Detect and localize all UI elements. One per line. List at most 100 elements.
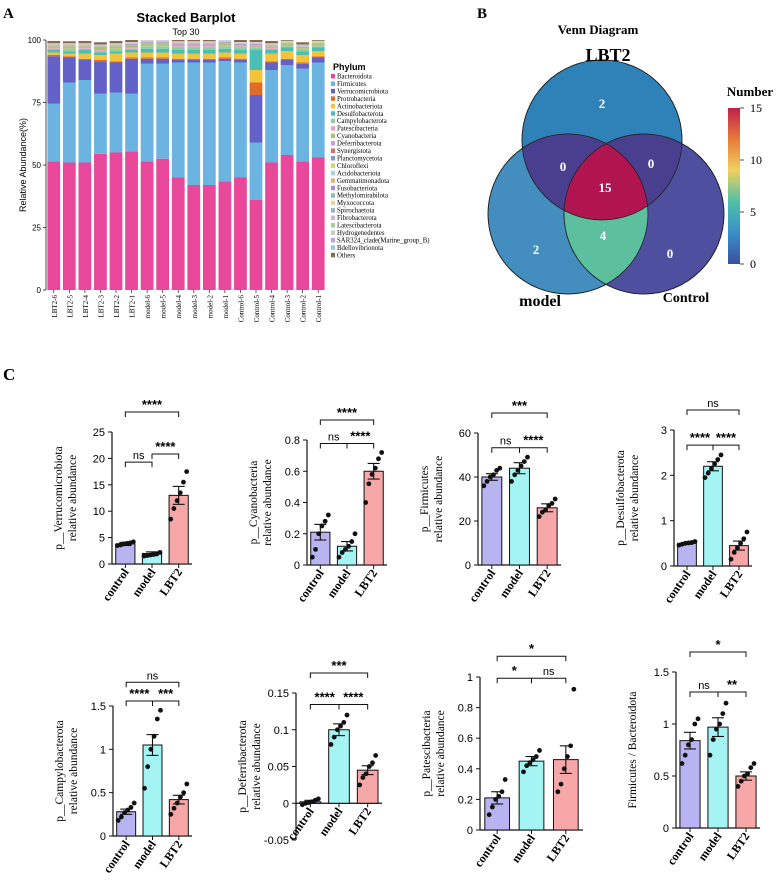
stacked-bar-segment: [78, 53, 92, 59]
x-tick-label: model: [509, 831, 539, 865]
stacked-bar-segment: [296, 50, 310, 52]
legend-label: Acidobacteriota: [337, 170, 380, 177]
panel-label-b: B: [477, 6, 487, 22]
stacked-bar-segment: [156, 58, 170, 64]
y-axis-label: relative abundance: [433, 456, 445, 543]
x-tick-label: LBT2: [544, 832, 573, 865]
bar: [142, 744, 163, 837]
data-point: [741, 536, 747, 542]
significance-bracket: [689, 691, 719, 697]
bar: [168, 494, 189, 565]
stacked-bar-segment: [47, 46, 61, 48]
stacked-bar-segment: [140, 45, 154, 47]
stacked-bar-segment: [156, 42, 170, 44]
stacked-bar-segment: [202, 60, 216, 63]
data-point: [717, 721, 722, 727]
stacked-x-tick-label: Control-4: [269, 295, 277, 323]
significance-label: ****: [142, 397, 163, 412]
stacked-bar-segment: [125, 93, 138, 152]
stacked-bar-segment: [311, 45, 325, 47]
significance-label: ****: [129, 686, 150, 701]
x-tick-label: model: [690, 567, 720, 601]
stacked-bar-segment: [156, 63, 170, 159]
stacked-bar-segment: [47, 55, 61, 57]
stacked-y-tick-label: 25: [32, 224, 41, 233]
stacked-bar-segment: [187, 62, 201, 185]
stacked-bar-segment: [140, 43, 154, 45]
data-point: [486, 812, 492, 818]
stacked-bar-segment: [78, 58, 92, 60]
stacked-bar-segment: [109, 50, 123, 52]
stacked-bar-segment: [265, 53, 278, 62]
stacked-bar-segment: [171, 50, 185, 54]
legend-label: Synergistota: [337, 148, 371, 155]
legend-label: Deferribacterota: [337, 141, 382, 148]
data-point: [372, 465, 378, 471]
legend-swatch: [331, 163, 335, 168]
stacked-bar-segment: [171, 45, 185, 47]
y-axis-label: p__Cyanobacteria: [248, 461, 260, 545]
data-point: [489, 804, 495, 810]
data-point: [379, 450, 385, 455]
legend-label: Hydrogenedentes: [337, 230, 385, 237]
legend-label: Planctomycetota: [337, 155, 382, 162]
data-point: [315, 796, 321, 802]
y-tick-label: -0.05: [264, 835, 289, 847]
stacked-bar-segment: [156, 48, 170, 53]
y-tick-label: 60: [459, 428, 471, 440]
significance-bracket: [338, 703, 369, 710]
stacked-bar-segment: [296, 161, 310, 290]
data-point: [168, 516, 174, 522]
stacked-bar-segment: [140, 63, 154, 162]
stacked-bar-segment: [140, 161, 154, 290]
stacked-bar-segment: [140, 48, 154, 53]
stacked-bar-segment: [47, 48, 61, 50]
y-tick-label: 25: [93, 427, 105, 439]
stacked-bar-segment: [187, 185, 201, 290]
stacked-legend-title: Phylum: [333, 62, 366, 72]
bar: [168, 799, 189, 837]
y-tick-label: 0.4: [285, 498, 300, 510]
stacked-bar-segment: [280, 58, 294, 60]
bar-chart-5: 0 0.5 1 1.5 p__Campylobacterota relative abun…: [54, 670, 192, 876]
data-point: [735, 545, 740, 551]
stacked-bar-segment: [62, 82, 76, 163]
data-point: [341, 720, 347, 725]
stacked-bar-segment: [62, 48, 76, 50]
legend-label: Others: [337, 252, 355, 259]
stacked-bar-segment: [202, 62, 216, 185]
data-point: [338, 723, 343, 729]
y-axis-label: relative abundance: [262, 459, 274, 546]
stacked-bar-segment: [249, 95, 263, 143]
stacked-bar-segment: [311, 157, 325, 290]
data-point: [122, 810, 127, 815]
legend-label: Gemmatimonadota: [337, 178, 389, 185]
stacked-bar-segment: [109, 53, 123, 62]
data-point: [322, 518, 328, 524]
significance-bracket: [717, 691, 747, 697]
legend-swatch: [331, 148, 335, 153]
stacked-bar-segment: [311, 62, 325, 158]
stacked-bar-segment: [78, 46, 92, 48]
stacked-bar-segment: [234, 50, 247, 54]
data-point: [509, 479, 514, 484]
data-point: [738, 540, 743, 546]
stacked-bar-segment: [187, 43, 201, 45]
y-tick-label: 2: [661, 470, 667, 482]
stacked-bar-segment: [140, 52, 154, 58]
bar-chart-1: 0 5 10 15 20 25 p__Verrucomicrobiota relative a…: [53, 397, 192, 604]
stacked-bar-segment: [218, 42, 232, 44]
data-point: [744, 529, 750, 535]
legend-swatch: [331, 155, 335, 161]
significance-bracket: [125, 700, 153, 706]
significance-bracket: [712, 444, 740, 451]
stacked-bar-segment: [218, 48, 232, 53]
x-tick-label: model: [129, 565, 159, 599]
stacked-bar-segment: [78, 47, 92, 49]
stacked-bar-segment: [296, 62, 310, 64]
data-point: [184, 781, 190, 787]
data-point: [497, 465, 503, 471]
data-point: [558, 781, 564, 787]
stacked-bar-segment: [202, 185, 216, 290]
y-axis-label: p__Firmicutes: [419, 465, 431, 532]
